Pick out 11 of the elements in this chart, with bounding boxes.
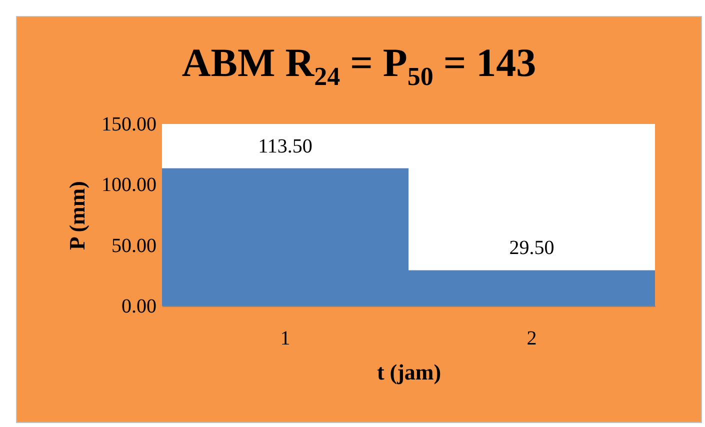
y-tick-label: 50.00 (112, 234, 156, 257)
chart-title: ABM R$_{24}$ = P$_{50}$ = 143 (180, 39, 538, 92)
data-label: 29.50 (509, 237, 554, 260)
x-axis-title: t (jam) (376, 360, 442, 384)
data-label: 113.50 (258, 135, 312, 158)
x-tick-label: 1 (280, 328, 290, 350)
y-tick-label: 0.00 (122, 296, 156, 318)
x-tick-label: 2 (526, 328, 537, 350)
y-tick-label: 100.00 (102, 174, 156, 196)
y-tick-label: 150.00 (102, 114, 156, 136)
y-axis-title: P (mm) (64, 180, 90, 250)
